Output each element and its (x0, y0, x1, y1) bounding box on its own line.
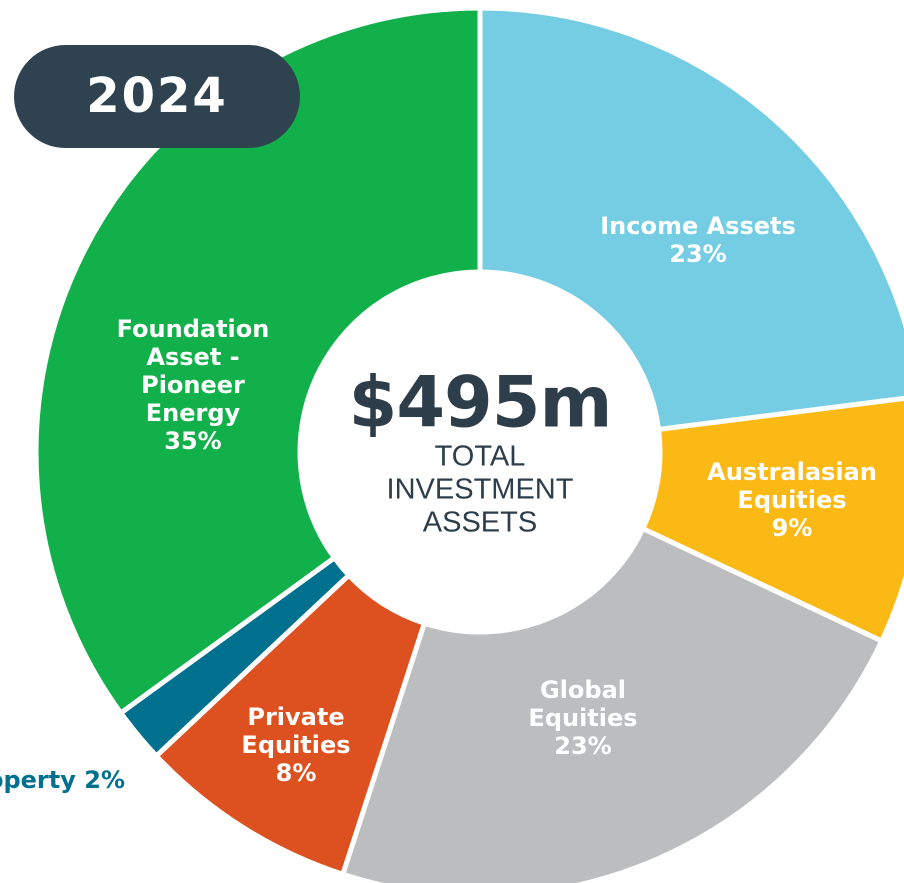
category-name: Foundation Asset - Pioneer Energy (116, 315, 270, 427)
category-name: Global Equities (528, 676, 638, 732)
slice-label: Private Equities 8% (221, 703, 371, 787)
slice-label: Property 2% (0, 766, 125, 794)
slice (639, 395, 904, 645)
slice-label: Foundation Asset - Pioneer Energy 35% (98, 315, 288, 455)
slice-label: Income Assets 23% (568, 212, 828, 268)
value-label: 8% (275, 759, 317, 787)
category-name: Property (0, 766, 76, 794)
year-badge: 2024 (14, 45, 300, 148)
value-label: 35% (164, 427, 222, 455)
slice (339, 525, 886, 883)
category-name: Income Assets (600, 212, 796, 240)
category-name: Private Equities (241, 703, 351, 759)
center-text: $495m TOTAL INVESTMENT ASSETS (348, 361, 613, 540)
slice-label: Australasian Equities 9% (692, 458, 892, 542)
center-label: TOTAL INVESTMENT ASSETS (386, 440, 574, 539)
value-label: 23% (669, 240, 727, 268)
value-label: 23% (554, 732, 612, 760)
slice-label: Global Equities 23% (508, 676, 658, 760)
center-value: $495m (348, 361, 613, 444)
category-name: Australasian Equities (707, 458, 877, 514)
value-label: 2% (84, 766, 125, 794)
value-label: 9% (771, 514, 813, 542)
slice (33, 5, 483, 717)
